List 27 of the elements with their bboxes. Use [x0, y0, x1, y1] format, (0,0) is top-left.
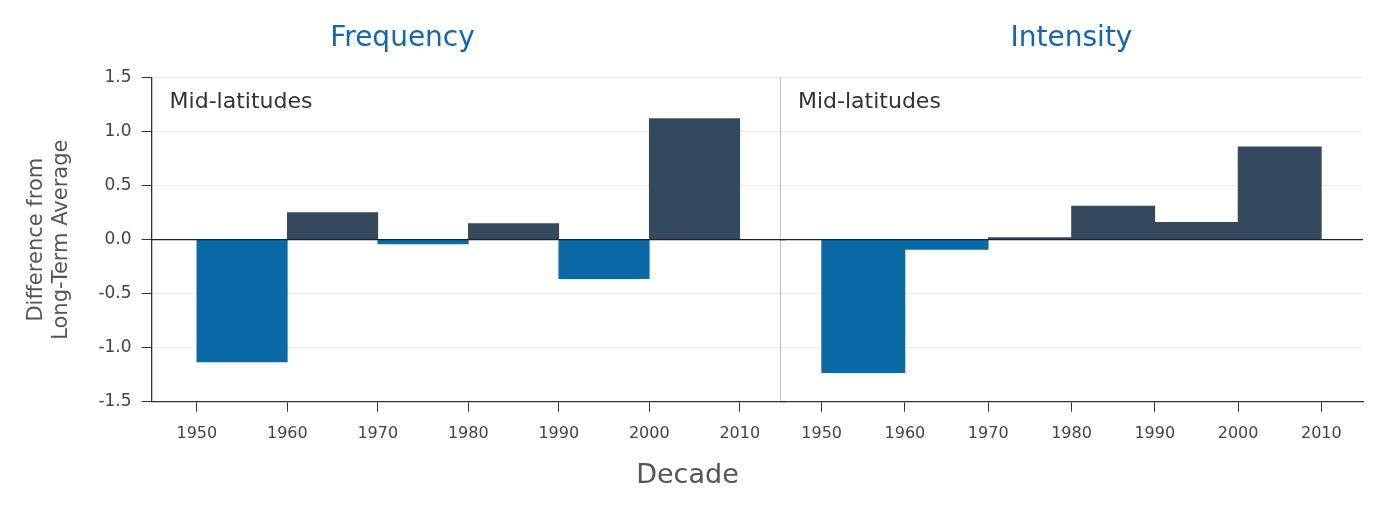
x-tick-label: 1990	[538, 422, 580, 442]
chart-title: Intensity	[1010, 20, 1133, 54]
y-tick-label: 1.5	[104, 66, 132, 87]
x-tick-label: 2000	[1217, 422, 1259, 442]
x-tick-label: 1960	[884, 422, 926, 442]
x-tick-label: 1980	[447, 422, 489, 442]
y-axis-title: Difference from Long-Term Average	[23, 139, 73, 340]
x-tick-label: 1960	[266, 422, 308, 442]
x-tick-label: 2000	[628, 422, 670, 442]
y-tick-label: -1.0	[98, 336, 132, 357]
x-tick-label: 2010	[1301, 422, 1342, 442]
x-axis-title: Decade	[635, 458, 740, 489]
x-tick-label: 1950	[801, 422, 842, 442]
y-tick-label: 0.0	[104, 228, 132, 249]
y-tick-label: 0.5	[104, 174, 132, 195]
y-tick-label: 1.0	[104, 120, 132, 141]
y-tick-label: -0.5	[98, 282, 132, 303]
chart-title: Frequency	[330, 20, 475, 54]
annotation: Mid-latitudes	[169, 88, 313, 114]
x-tick-label: 1950	[176, 422, 218, 442]
x-tick-label: 2010	[719, 422, 761, 442]
x-tick-label: 1970	[357, 422, 399, 442]
y-tick-label: -1.5	[98, 390, 132, 411]
x-tick-label: 1980	[1051, 422, 1092, 442]
x-tick-label: 1970	[967, 422, 1009, 442]
x-tick-label: 1990	[1134, 422, 1176, 442]
annotation: Mid-latitudes	[798, 88, 941, 114]
